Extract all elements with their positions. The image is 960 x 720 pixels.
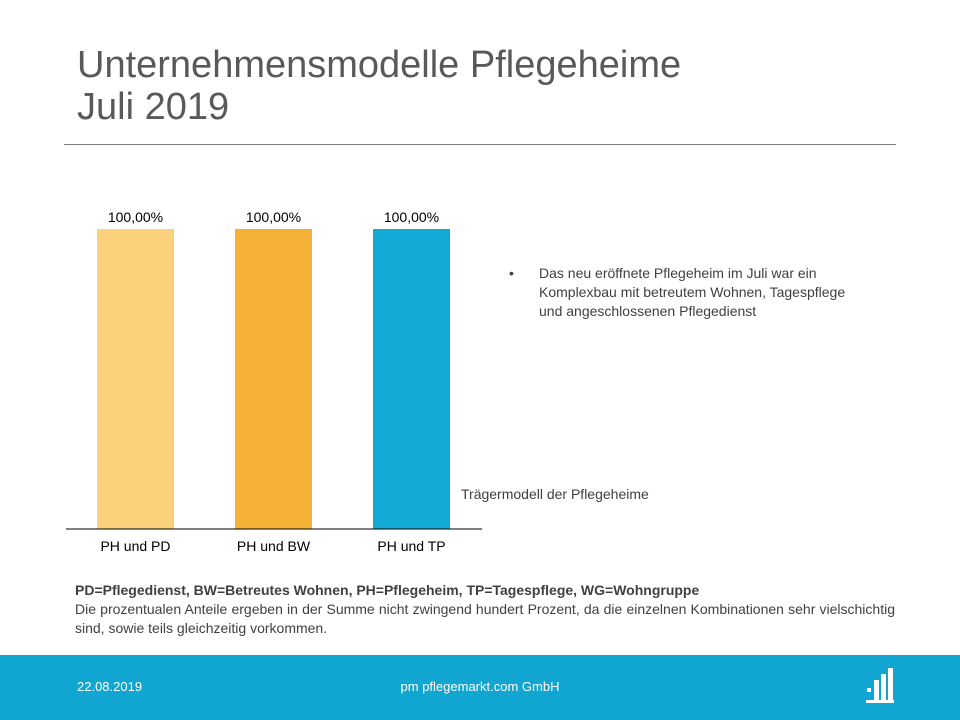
abbreviation-legend: PD=Pflegedienst, BW=Betreutes Wohnen, PH… (75, 581, 895, 638)
x-tick-label-1: PH und PD (100, 538, 170, 554)
x-tick-label-3: PH und TP (377, 538, 445, 554)
bar-chart: 100,00% PH und PD 100,00% PH und BW 100,00% P… (66, 209, 482, 554)
slide-title: Unternehmensmodelle Pflegeheime Juli 201… (77, 44, 681, 128)
bar-1 (97, 229, 174, 529)
footer-company: pm pflegemarkt.com GmbH (400, 679, 560, 694)
x-tick-label-2: PH und BW (237, 538, 311, 554)
footnote: Die prozentualen Anteile ergeben in der … (75, 601, 895, 636)
abbreviation-list: PD=Pflegedienst, BW=Betreutes Wohnen, PH… (75, 582, 700, 598)
x-axis-label: Trägermodell der Pflegeheime (461, 486, 649, 502)
data-label-3: 100,00% (384, 209, 439, 225)
data-label-2: 100,00% (246, 209, 301, 225)
bullet-text: Das neu eröffnete Pflegeheim im Juli war… (539, 265, 846, 319)
bullet-symbol: • (509, 265, 514, 281)
footer-bar: 22.08.2019 pm pflegemarkt.com GmbH (0, 655, 960, 720)
footer-date: 22.08.2019 (77, 679, 143, 694)
slide-title-line-2: Juli 2019 (77, 86, 230, 128)
bar-chart-logo-icon (866, 668, 894, 703)
bar-2 (235, 229, 312, 529)
data-label-1: 100,00% (108, 209, 163, 225)
bar-3 (373, 229, 450, 529)
slide-title-line-1: Unternehmensmodelle Pflegeheime (77, 44, 682, 86)
title-divider (64, 144, 896, 145)
